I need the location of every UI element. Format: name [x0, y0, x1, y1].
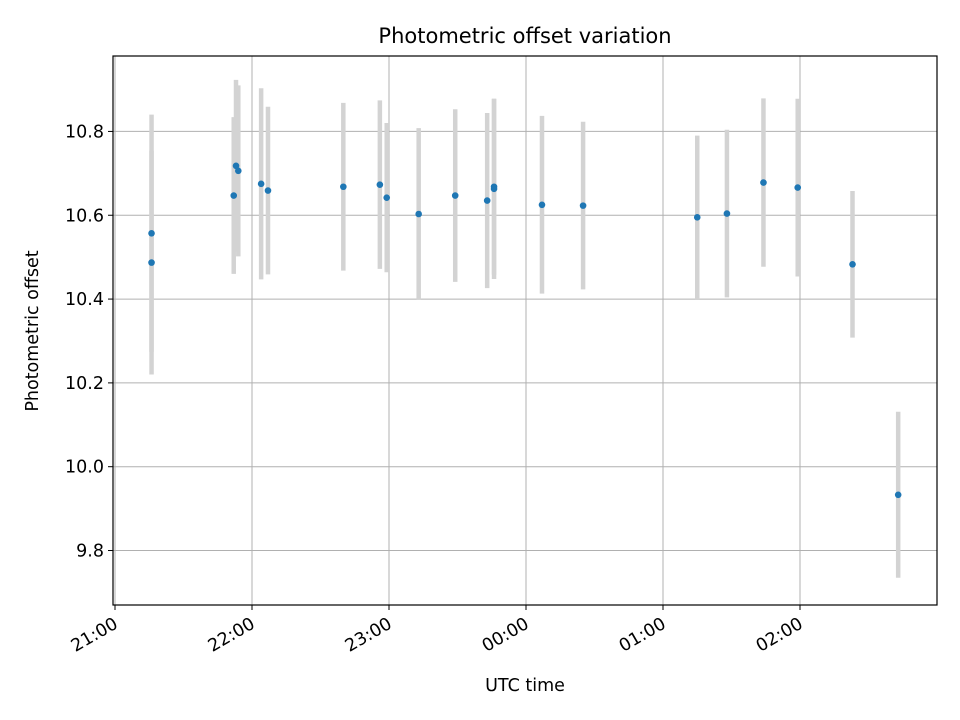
y-axis-ticks: 9.8 10.0 10.2 10.4 10.6 10.8: [65, 122, 113, 562]
data-point: [490, 185, 498, 193]
data-point: [451, 192, 459, 199]
data-point: [264, 187, 272, 194]
x-tick-label: 21:00: [68, 614, 122, 657]
x-tick-label: 02:00: [753, 614, 807, 657]
y-tick-label: 9.8: [76, 542, 104, 562]
data-point: [230, 192, 238, 199]
data-point: [693, 214, 701, 221]
y-axis-label: Photometric offset: [23, 250, 43, 411]
data-point: [894, 491, 902, 499]
data-point: [383, 194, 391, 201]
y-tick-label: 10.8: [65, 122, 104, 142]
error-bars: [149, 79, 901, 578]
data-point: [148, 259, 155, 266]
data-point: [148, 229, 155, 237]
data-point: [849, 260, 856, 268]
data-point: [723, 210, 731, 217]
grid: [113, 56, 937, 605]
data-point: [794, 184, 802, 191]
data-point: [538, 201, 546, 209]
data-point: [415, 210, 422, 218]
y-tick-label: 10.2: [65, 374, 104, 394]
y-tick-label: 10.0: [65, 458, 104, 478]
data-point: [579, 202, 587, 209]
x-tick-label: 00:00: [479, 614, 533, 657]
x-tick-label: 22:00: [205, 614, 259, 657]
x-tick-label: 23:00: [342, 614, 396, 657]
data-point: [232, 162, 240, 170]
data-point: [257, 180, 265, 188]
x-tick-label: 01:00: [616, 614, 670, 657]
y-tick-label: 10.4: [65, 290, 104, 310]
y-tick-label: 10.6: [65, 206, 104, 226]
chart-title: Photometric offset variation: [378, 24, 671, 48]
data-point: [340, 183, 347, 191]
x-axis-label: UTC time: [485, 676, 565, 696]
data-points: [148, 162, 902, 499]
data-point: [483, 197, 491, 204]
data-point: [760, 179, 767, 186]
data-point: [376, 181, 384, 188]
plot-frame: [112, 55, 938, 606]
x-axis-ticks: 21:00 22:00 23:00 00:00 01:00 02:00: [68, 605, 807, 657]
data-point: [235, 167, 242, 175]
